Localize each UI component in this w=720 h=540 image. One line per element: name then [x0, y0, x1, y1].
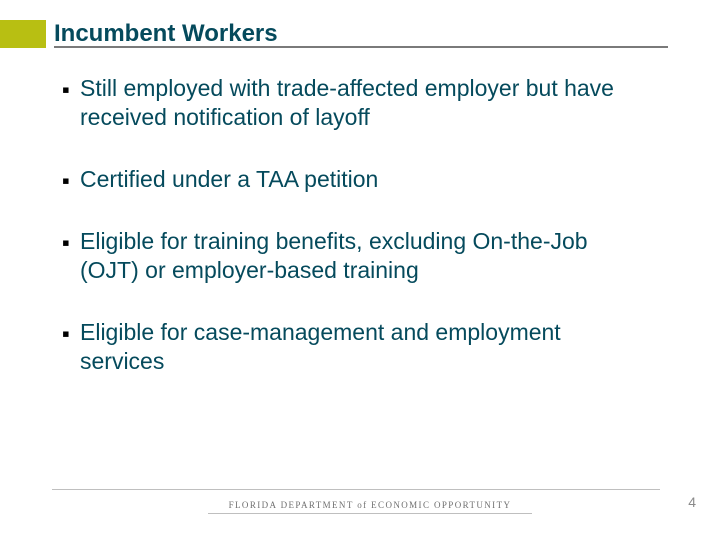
footer-divider-top: [52, 489, 660, 490]
list-item: ▪ Eligible for case-management and emplo…: [62, 318, 650, 377]
bullet-square-icon: ▪: [62, 165, 80, 195]
title-underline: [54, 46, 668, 48]
footer-divider-bottom: [208, 513, 532, 514]
accent-block: [0, 20, 46, 48]
bullet-square-icon: ▪: [62, 318, 80, 348]
page-number: 4: [688, 494, 696, 510]
slide: Incumbent Workers ▪ Still employed with …: [0, 0, 720, 540]
bullet-text: Eligible for training benefits, excludin…: [80, 227, 650, 286]
list-item: ▪ Still employed with trade-affected emp…: [62, 74, 650, 133]
list-item: ▪ Eligible for training benefits, exclud…: [62, 227, 650, 286]
bullet-square-icon: ▪: [62, 227, 80, 257]
bullet-text: Eligible for case-management and employm…: [80, 318, 650, 377]
slide-title: Incumbent Workers: [54, 21, 278, 48]
bullet-list: ▪ Still employed with trade-affected emp…: [62, 74, 650, 377]
bullet-square-icon: ▪: [62, 74, 80, 104]
list-item: ▪ Certified under a TAA petition: [62, 165, 650, 195]
footer-branding: FLORIDA DEPARTMENT of ECONOMIC OPPORTUNI…: [208, 500, 532, 510]
bullet-text: Still employed with trade-affected emplo…: [80, 74, 650, 133]
bullet-text: Certified under a TAA petition: [80, 165, 650, 194]
slide-header: Incumbent Workers: [0, 18, 668, 48]
